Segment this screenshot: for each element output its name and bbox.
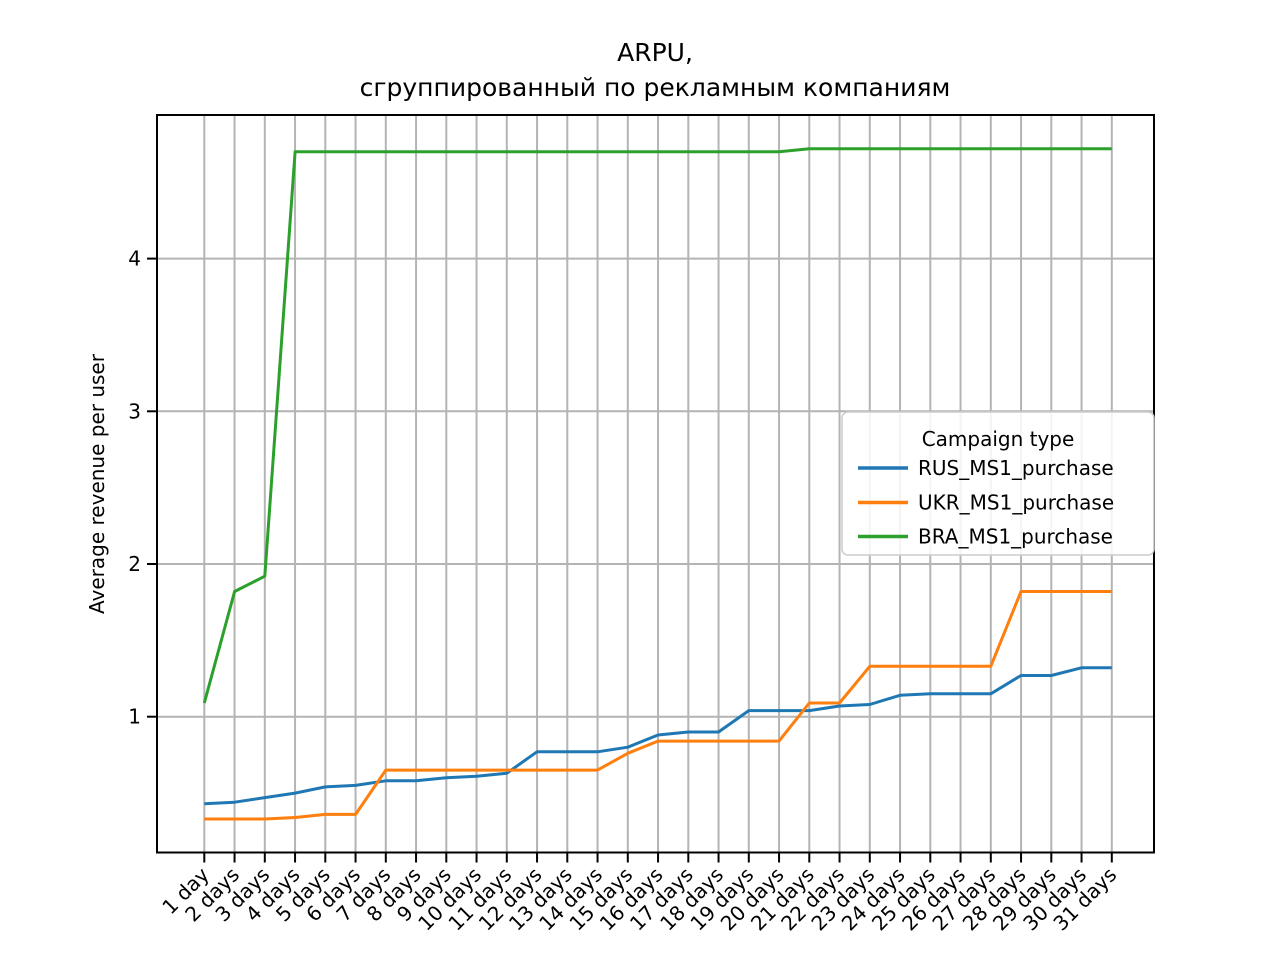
legend-entry-bra: BRA_MS1_purchase [858, 525, 1113, 549]
legend: Campaign type RUS_MS1_purchase UKR_MS1_p… [841, 411, 1155, 556]
legend-label-ukr: UKR_MS1_purchase [918, 491, 1114, 515]
legend-label-rus: RUS_MS1_purchase [918, 456, 1114, 480]
chart-title-line-2: сгруппированный по рекламным компаниям [360, 73, 951, 102]
legend-entry-rus: RUS_MS1_purchase [858, 456, 1114, 480]
series-line-UKR_MS1_purchase [204, 590, 1112, 821]
legend-label-bra: BRA_MS1_purchase [918, 525, 1113, 549]
y-tick-label: 3 [128, 399, 141, 423]
y-tick-label: 1 [128, 705, 141, 729]
legend-title: Campaign type [922, 427, 1075, 451]
legend-entry-ukr: UKR_MS1_purchase [858, 491, 1114, 515]
series-line-RUS_MS1_purchase [204, 666, 1112, 806]
y-tick-label: 4 [128, 247, 141, 271]
chart-title-line-1: ARPU, [617, 38, 693, 67]
y-tick-label: 2 [128, 552, 141, 576]
legend-box [841, 411, 1155, 556]
series-layer [202, 147, 1112, 821]
y-axis-label: Average revenue per user [85, 353, 109, 614]
series-line-BRA_MS1_purchase [202, 147, 1112, 704]
